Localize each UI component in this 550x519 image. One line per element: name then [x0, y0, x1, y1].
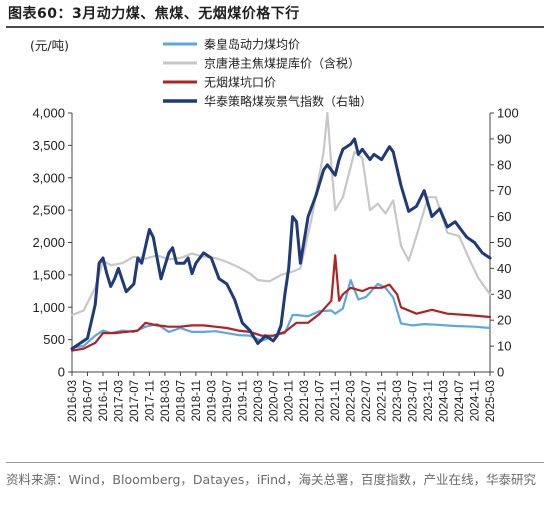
- x-tick-label: 2024-03: [439, 380, 451, 422]
- x-tick-label: 2018-07: [175, 380, 187, 422]
- x-tick-label: 2023-11: [423, 380, 435, 421]
- x-tick-label: 2021-07: [315, 380, 327, 422]
- x-tick-label: 2025-03: [485, 380, 497, 422]
- x-tick-label: 2017-03: [113, 380, 125, 422]
- y-right-tick-label: 20: [497, 313, 511, 328]
- series-line-4: [70, 137, 492, 351]
- y-right-tick-label: 100: [497, 106, 519, 121]
- y-right-tick-label: 40: [497, 261, 511, 276]
- x-tick-label: 2021-03: [299, 380, 311, 422]
- y-left-tick-label: 1,500: [32, 267, 65, 282]
- x-tick-label: 2016-03: [67, 380, 79, 422]
- legend-label-3: 无烟煤坑口价: [204, 75, 276, 90]
- y-left-tick-label: 2,500: [32, 203, 65, 218]
- y-right-tick-label: 70: [497, 183, 511, 198]
- y-right-tick-label: 50: [497, 235, 511, 250]
- x-tick-label: 2016-11: [98, 380, 110, 421]
- x-tick-label: 2024-11: [470, 380, 482, 421]
- legend-label-1: 秦皇岛动力煤均价: [204, 37, 300, 52]
- y-left-tick-label: 1,000: [32, 300, 65, 315]
- legend-label-2: 京唐港主焦煤提库价（含税）: [204, 56, 360, 71]
- y-axis-unit-label: (元/吨): [30, 38, 69, 53]
- series-lines: [70, 111, 492, 352]
- x-tick-label: 2020-03: [253, 380, 265, 422]
- title-divider: [6, 26, 544, 28]
- x-tick-label: 2019-03: [206, 380, 218, 422]
- x-tick-label: 2017-07: [129, 380, 141, 422]
- axes: (元/吨)05001,0001,5002,0002,5003,0003,5004…: [30, 38, 519, 422]
- x-tick-label: 2023-07: [408, 380, 420, 422]
- x-tick-label: 2018-11: [191, 380, 203, 421]
- x-tick-label: 2020-07: [268, 380, 280, 422]
- source-divider: [6, 462, 544, 463]
- y-right-tick-label: 0: [497, 365, 504, 380]
- x-tick-label: 2018-03: [160, 380, 172, 422]
- y-left-tick-label: 3,000: [32, 170, 65, 185]
- x-tick-label: 2019-07: [222, 380, 234, 422]
- x-tick-label: 2022-03: [346, 380, 358, 422]
- x-tick-label: 2019-11: [237, 380, 249, 421]
- x-tick-label: 2020-11: [284, 380, 296, 421]
- series-line-2: [70, 111, 492, 317]
- y-left-tick-label: 3,500: [32, 138, 65, 153]
- y-left-tick-label: 2,000: [32, 235, 65, 250]
- x-tick-label: 2024-07: [454, 380, 466, 422]
- y-left-tick-label: 0: [58, 365, 65, 380]
- source-note: 资料来源：Wind，Bloomberg，Datayes，iFind，海关总署，百…: [6, 472, 536, 487]
- chart-title: 图表60：3月动力煤、焦煤、无烟煤价格下行: [8, 6, 300, 22]
- y-left-tick-label: 500: [43, 332, 65, 347]
- y-right-tick-label: 80: [497, 157, 511, 172]
- x-tick-label: 2022-11: [377, 380, 389, 421]
- series-line-3: [70, 254, 492, 352]
- y-right-tick-label: 60: [497, 209, 511, 224]
- x-tick-label: 2021-11: [330, 380, 342, 421]
- legend-label-4: 华泰策略煤炭景气指数（右轴）: [204, 94, 372, 109]
- x-tick-label: 2016-07: [82, 380, 94, 422]
- y-right-tick-label: 90: [497, 131, 511, 146]
- y-right-tick-label: 30: [497, 287, 511, 302]
- y-right-tick-label: 10: [497, 339, 511, 354]
- x-tick-label: 2017-11: [144, 380, 156, 421]
- x-tick-label: 2022-07: [361, 380, 373, 422]
- x-tick-label: 2023-03: [392, 380, 404, 422]
- y-left-tick-label: 4,000: [32, 106, 65, 121]
